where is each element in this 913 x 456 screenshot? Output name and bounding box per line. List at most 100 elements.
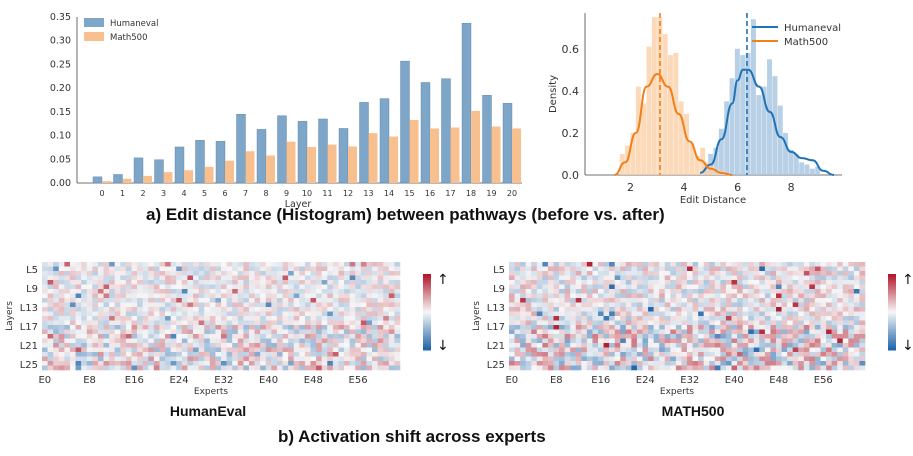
heatmap-cell (731, 275, 738, 281)
heatmap-cell (265, 347, 272, 353)
heatmap-cell (848, 271, 855, 276)
heatmap-cell (509, 302, 515, 308)
heatmap-cell (176, 338, 183, 344)
heatmap-cell (636, 329, 643, 335)
heatmap-cell (609, 284, 615, 290)
heatmap-cell (520, 289, 526, 294)
heatmap-cell (159, 302, 166, 308)
heatmap-cell (859, 307, 866, 312)
heatmap-cell (553, 298, 560, 303)
heatmap-cell (520, 347, 526, 353)
heatmap-cell (103, 352, 110, 357)
heatmap-cell (614, 284, 621, 290)
heatmap-cell (69, 293, 76, 299)
heatmap-cell (581, 289, 588, 294)
heatmap-cell (355, 316, 362, 321)
heatmap-cell (221, 298, 227, 303)
heatmap-cell (603, 356, 610, 362)
heatmap-cell (725, 311, 732, 317)
heatmap-cell (170, 275, 177, 281)
heatmap-cell (327, 320, 334, 326)
heatmap-cell (759, 302, 766, 308)
heatmap-cell (536, 361, 543, 366)
heatmap-cell (153, 275, 160, 281)
heatmap-cell (232, 329, 239, 335)
heatmap-cell (265, 316, 272, 321)
heatmap-cell (103, 293, 110, 299)
heatmap-cell (114, 356, 121, 362)
heatmap-cell (547, 329, 554, 335)
heatmap-cell (609, 280, 615, 285)
heatmap-cell (759, 275, 766, 281)
heatmap-cell (614, 361, 621, 366)
heatmap-cell (698, 266, 704, 272)
heatmap-cell (237, 329, 244, 335)
heatmap-cell (798, 316, 805, 321)
heatmap-cell (675, 293, 682, 299)
heatmap-cell (837, 293, 844, 299)
heatmap-cell (237, 302, 244, 308)
heatmap-cell (92, 338, 99, 344)
heatmap-cell (327, 307, 334, 312)
heatmap-cell (304, 311, 311, 317)
heatmap-cell (97, 361, 104, 366)
heatmap-cell (664, 302, 671, 308)
heatmap-cell (226, 307, 233, 312)
heatmap-cell (642, 266, 649, 272)
heatmap-cell (103, 361, 110, 366)
heatmap-cell (547, 311, 554, 317)
heatmap-cell (625, 284, 632, 290)
colorbar-segment (888, 294, 896, 298)
heatmap-cell (148, 365, 155, 371)
heatmap-cell (792, 325, 799, 330)
heatmap-cell (820, 311, 827, 317)
heatmap-cell (737, 311, 743, 317)
heatmap-cell (215, 302, 222, 308)
heatmap-cell (81, 280, 88, 285)
heatmap-cell (316, 280, 322, 285)
heatmap-cell (542, 343, 549, 348)
colorbar-segment (423, 293, 431, 296)
heatmap-cell (42, 334, 48, 339)
heatmap-cell (81, 361, 88, 366)
heatmap-cell (271, 329, 278, 335)
x-tick-label: 13 (363, 189, 373, 198)
heatmap-cell (187, 266, 194, 272)
heatmap-cell (316, 361, 322, 366)
heatmap-cell (109, 334, 116, 339)
heatmap-cell (42, 347, 48, 353)
heatmap-cell (221, 361, 227, 366)
heatmap-cell (675, 266, 682, 272)
heatmap-cell (781, 338, 788, 344)
heatmap-cell (344, 298, 350, 303)
bar-humaneval-10 (297, 121, 308, 184)
heatmap-cell (204, 298, 211, 303)
heatmap-cell (553, 361, 560, 366)
heatmap-cell (631, 284, 638, 290)
heatmap-cell (547, 365, 554, 371)
heatmap-cell (316, 325, 322, 330)
heatmap-cell (737, 266, 743, 272)
heatmap-cell (525, 293, 532, 299)
heatmap-cell (631, 338, 638, 344)
heatmap-cell (120, 302, 127, 308)
heatmap-cell (176, 361, 183, 366)
heatmap-cell (81, 271, 88, 276)
heatmap-cell (814, 325, 821, 330)
heatmap-cell (764, 320, 771, 326)
heatmap-cell (226, 298, 233, 303)
hist-bar-math500-14 (694, 156, 700, 175)
heatmap-cell (193, 320, 199, 326)
heatmap-cell (204, 262, 211, 267)
heatmap-cell (714, 311, 721, 317)
heatmap-cell (620, 293, 627, 299)
heatmap-cell (81, 302, 88, 308)
heatmap-cell (631, 343, 638, 348)
heatmap-cell (687, 266, 693, 272)
heatmap-cell (153, 347, 160, 353)
heatmap-cell (170, 262, 177, 267)
heatmap-cell (826, 343, 832, 348)
heatmap-cell (299, 271, 306, 276)
heatmap-cell (254, 266, 261, 272)
